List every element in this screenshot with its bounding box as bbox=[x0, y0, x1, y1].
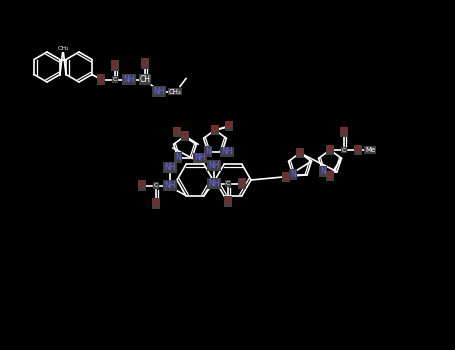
Text: Me: Me bbox=[365, 147, 375, 153]
Text: N: N bbox=[175, 153, 181, 162]
Text: O: O bbox=[142, 59, 148, 68]
Text: O: O bbox=[355, 146, 361, 154]
Text: N: N bbox=[320, 167, 326, 176]
Text: CH₂: CH₂ bbox=[57, 47, 69, 51]
Text: O: O bbox=[212, 126, 218, 134]
Text: O: O bbox=[297, 148, 303, 158]
Text: NH: NH bbox=[164, 181, 176, 190]
Text: O: O bbox=[341, 127, 347, 136]
Text: NH: NH bbox=[208, 161, 220, 170]
Text: CH: CH bbox=[140, 75, 151, 84]
Text: C: C bbox=[154, 183, 158, 188]
Text: NH: NH bbox=[221, 147, 233, 156]
Text: N: N bbox=[205, 147, 211, 156]
Text: O: O bbox=[153, 199, 159, 208]
Text: O: O bbox=[225, 197, 231, 206]
Text: O: O bbox=[139, 181, 145, 190]
Text: NH: NH bbox=[208, 179, 220, 188]
Text: CH₂: CH₂ bbox=[168, 89, 182, 94]
Text: O: O bbox=[174, 127, 180, 136]
Text: C: C bbox=[342, 147, 346, 153]
Text: O: O bbox=[182, 132, 188, 140]
Text: O: O bbox=[226, 121, 232, 131]
Text: O: O bbox=[327, 172, 333, 181]
Text: O: O bbox=[239, 179, 245, 188]
Text: O: O bbox=[112, 61, 118, 70]
Text: O: O bbox=[327, 146, 333, 154]
Text: NH: NH bbox=[194, 154, 206, 162]
Text: C: C bbox=[226, 181, 230, 186]
Text: NH: NH bbox=[123, 75, 135, 84]
Text: O: O bbox=[283, 173, 289, 182]
Text: NH: NH bbox=[153, 87, 165, 96]
Text: N: N bbox=[290, 170, 296, 179]
Text: C: C bbox=[113, 77, 117, 82]
Text: NH: NH bbox=[164, 163, 176, 172]
Text: O: O bbox=[98, 75, 104, 84]
